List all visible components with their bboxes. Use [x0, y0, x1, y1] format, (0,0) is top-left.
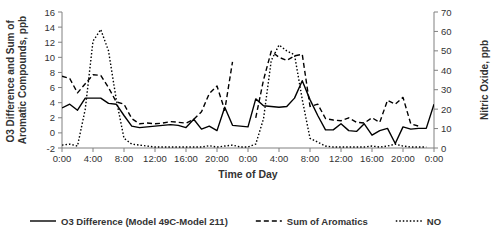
y2-tick [434, 70, 438, 71]
y-tick [58, 27, 62, 28]
y-tick [58, 12, 62, 13]
y-tick-label: 12 [44, 37, 55, 48]
axes: -2 0 2 4 6 8 10 12 14 16 0 10 20 30 40 50 60 70 0:00 4:00 8:… [44, 7, 451, 165]
plot-area [62, 29, 434, 147]
x-tick-label: 4:00 [270, 153, 289, 164]
x-tick [186, 148, 187, 152]
x-tick-label: 0:00 [239, 153, 258, 164]
y2-tick [434, 89, 438, 90]
x-tick-label: 0:00 [425, 153, 444, 164]
y-tick [58, 42, 62, 43]
x-tick [372, 148, 373, 152]
y-tick [58, 57, 62, 58]
y-tick [58, 132, 62, 133]
y-axis-title-line: Aromatic Compounds, ppb [17, 16, 28, 144]
y-tick-label: 2 [50, 112, 55, 123]
x-tick [434, 148, 435, 152]
y-tick-label: 4 [50, 97, 55, 108]
y-tick-label: 16 [44, 7, 55, 18]
y2-tick [434, 148, 438, 149]
y2-tick [434, 31, 438, 32]
x-tick-label: 8:00 [301, 153, 320, 164]
y2-tick-label: 40 [441, 65, 452, 76]
x-tick [217, 148, 218, 152]
x-tick [310, 148, 311, 152]
x-tick-label: 12:00 [329, 153, 353, 164]
y2-tick [434, 12, 438, 13]
y2-tick-label: 20 [441, 104, 452, 115]
x-tick-label: 20:00 [205, 153, 229, 164]
y-tick-label: 14 [44, 22, 55, 33]
x-tick [341, 148, 342, 152]
x-tick [155, 148, 156, 152]
legend-label: Sum of Aromatics [287, 216, 368, 227]
x-tick-label: 16:00 [174, 153, 198, 164]
y2-axis-title: Nitric Oxide, ppb [479, 40, 490, 120]
legend-label: NO [427, 216, 441, 227]
legend-swatch [30, 220, 56, 221]
x-tick [279, 148, 280, 152]
y-tick-label: 0 [50, 127, 55, 138]
y-axis-line [62, 12, 63, 148]
y-tick [58, 72, 62, 73]
x-tick [248, 148, 249, 152]
x-tick-label: 12:00 [143, 153, 167, 164]
y-axis-title-line: O3 Difference and Sum of [5, 17, 16, 142]
x-tick-label: 4:00 [84, 153, 103, 164]
legend-swatch [256, 220, 282, 221]
legend-swatch [396, 220, 422, 221]
x-axis-title: Time of Day [218, 168, 277, 180]
y2-tick [434, 128, 438, 129]
y-tick [58, 148, 62, 149]
y2-tick-label: 60 [441, 26, 452, 37]
y2-tick-label: 70 [441, 7, 452, 18]
x-tick [124, 148, 125, 152]
x-tick-label: 16:00 [360, 153, 384, 164]
legend-label: O3 Difference (Model 49C-Model 211) [61, 216, 228, 227]
y2-tick [434, 50, 438, 51]
y2-tick-label: 30 [441, 84, 452, 95]
y-tick-label: 6 [50, 82, 55, 93]
legend: O3 Difference (Model 49C-Model 211) Sum o… [30, 216, 441, 227]
y2-axis-line [434, 12, 435, 148]
x-tick-label: 20:00 [391, 153, 415, 164]
series-line [62, 29, 426, 147]
x-tick [93, 148, 94, 152]
y2-tick-label: 10 [441, 123, 452, 134]
y-tick [58, 102, 62, 103]
series-line [62, 81, 434, 144]
series-line [62, 51, 419, 126]
y-tick [58, 87, 62, 88]
chart: -2 0 2 4 6 8 10 12 14 16 0 10 20 30 40 50 60 70 0:00 4:00 8:… [0, 0, 500, 241]
x-tick [403, 148, 404, 152]
y-tick [58, 117, 62, 118]
x-tick [62, 148, 63, 152]
x-tick-label: 8:00 [115, 153, 134, 164]
y-axis-title: O3 Difference and Sum of Aromatic Compou… [5, 16, 28, 144]
y-tick-label: 10 [44, 52, 55, 63]
y-tick-label: 8 [50, 67, 55, 78]
y2-tick-label: 50 [441, 45, 452, 56]
y2-tick [434, 109, 438, 110]
y-tick-label: -2 [47, 143, 55, 154]
x-tick-label: 0:00 [53, 153, 72, 164]
y2-tick-label: 0 [441, 143, 446, 154]
